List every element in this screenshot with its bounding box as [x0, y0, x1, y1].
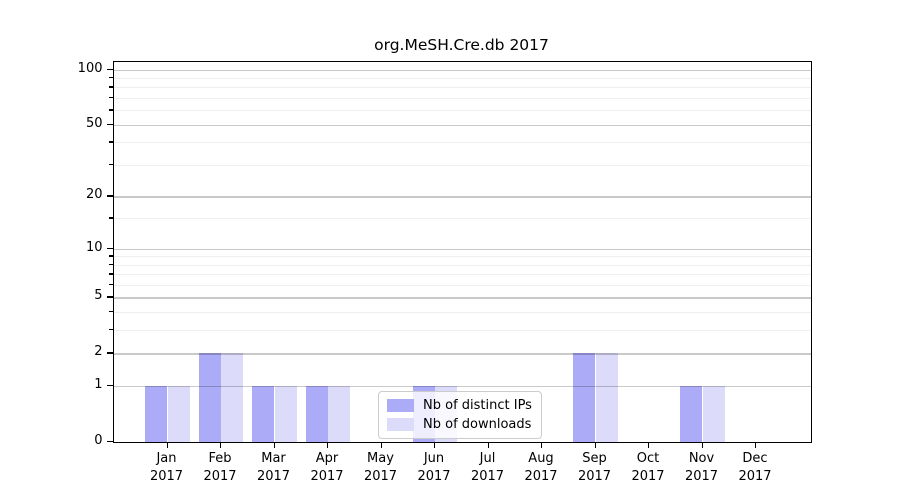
y-minor-tick-4 [109, 311, 113, 313]
y-minor-tick-8 [109, 263, 113, 265]
legend-item-distinct-ips: Nb of distinct IPs [387, 398, 532, 413]
x-tick-apr [327, 442, 329, 448]
y-minor-tick-70 [109, 97, 113, 99]
x-tick-dec [755, 442, 757, 448]
y-tick-10 [106, 247, 113, 249]
x-tick-jun [434, 442, 436, 448]
y-tick-5 [106, 296, 113, 298]
x-tick-label-may: May 2017 [363, 451, 398, 484]
plot-area: Nb of distinct IPs Nb of downloads [113, 61, 812, 443]
x-tick-label-jul: Jul 2017 [470, 451, 505, 484]
x-tick-jan [166, 442, 168, 448]
y-tick-label-2: 2 [94, 344, 103, 360]
y-tick-label-1: 1 [94, 377, 103, 393]
x-tick-label-apr: Apr 2017 [310, 451, 344, 484]
x-tick-mar [273, 442, 275, 448]
y-minor-tick-40 [109, 141, 113, 143]
x-tick-label-aug: Aug 2017 [524, 451, 558, 484]
bar-distinct-ips-jan [145, 386, 168, 442]
y-tick-label-5: 5 [94, 288, 103, 304]
bar-downloads-apr [328, 386, 351, 442]
y-tick-0 [106, 441, 113, 443]
bar-downloads-mar [274, 386, 297, 442]
x-tick-label-jan: Jan 2017 [149, 451, 184, 484]
y-tick-label-0: 0 [94, 433, 103, 448]
bar-distinct-ips-apr [305, 386, 328, 442]
x-tick-label-sep: Sep 2017 [577, 451, 612, 484]
x-tick-oct [648, 442, 650, 448]
y-minor-tick-7 [109, 273, 113, 275]
y-minor-tick-15 [109, 217, 113, 219]
chart-title: org.MeSH.Cre.db 2017 [374, 36, 549, 54]
legend-label-downloads: Nb of downloads [423, 417, 532, 432]
y-minor-tick-6 [109, 283, 113, 286]
x-tick-may [380, 442, 382, 448]
y-tick-50 [106, 123, 113, 126]
y-tick-label-20: 20 [85, 187, 103, 203]
y-tick-label-50: 50 [85, 115, 103, 131]
legend-label-distinct-ips: Nb of distinct IPs [423, 398, 532, 413]
bars-layer [114, 62, 811, 442]
y-minor-tick-80 [109, 86, 113, 88]
x-tick-jul [487, 442, 489, 448]
y-minor-tick-60 [109, 109, 113, 111]
y-tick-100 [106, 68, 113, 70]
x-tick-label-jun: Jun 2017 [417, 451, 451, 484]
y-minor-tick-9 [109, 255, 113, 257]
bar-distinct-ips-sep [573, 353, 596, 442]
x-tick-label-dec: Dec 2017 [738, 451, 772, 484]
bar-distinct-ips-feb [198, 353, 221, 442]
x-tick-sep [594, 442, 596, 448]
y-tick-20 [106, 195, 113, 197]
legend-swatch-distinct-ips [387, 399, 414, 412]
x-tick-nov [701, 442, 703, 448]
bar-downloads-sep [595, 353, 618, 442]
bar-downloads-nov [702, 386, 725, 442]
legend-item-downloads: Nb of downloads [387, 417, 532, 432]
bar-downloads-feb [221, 353, 244, 442]
y-tick-2 [106, 352, 113, 354]
y-tick-1 [106, 385, 113, 387]
x-tick-feb [220, 442, 222, 448]
x-tick-label-feb: Feb 2017 [203, 451, 237, 484]
legend: Nb of distinct IPs Nb of downloads [378, 391, 542, 439]
y-tick-label-100: 100 [77, 60, 103, 76]
y-minor-tick-3 [109, 329, 113, 331]
legend-swatch-downloads [387, 418, 414, 431]
x-tick-label-mar: Mar 2017 [256, 451, 291, 484]
x-tick-aug [541, 442, 543, 448]
y-minor-tick-90 [109, 77, 113, 79]
bar-distinct-ips-mar [252, 386, 275, 442]
x-tick-label-oct: Oct 2017 [631, 451, 665, 484]
bar-distinct-ips-nov [680, 386, 703, 442]
y-tick-label-10: 10 [85, 239, 103, 255]
bar-downloads-jan [167, 386, 190, 442]
y-minor-tick-30 [109, 163, 113, 166]
x-tick-label-nov: Nov 2017 [684, 451, 719, 484]
